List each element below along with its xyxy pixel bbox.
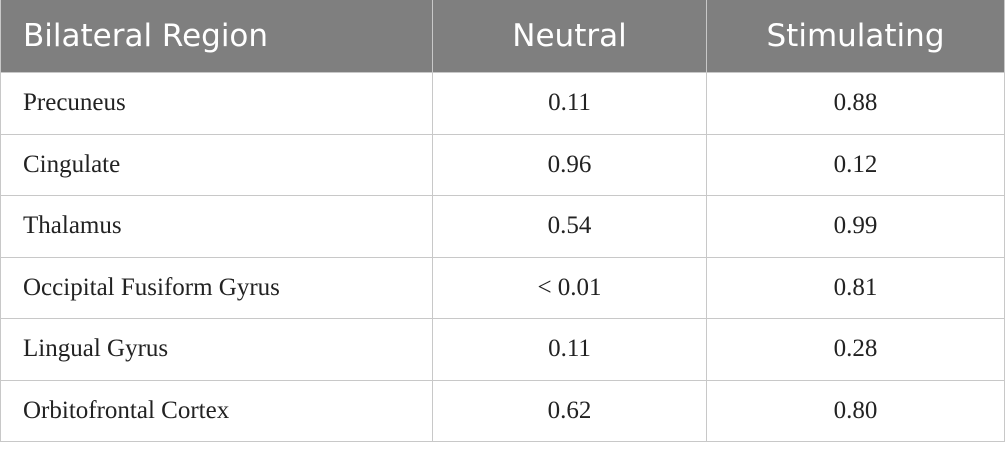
region-cell: Precuneus <box>0 72 433 135</box>
table-row: Orbitofrontal Cortex 0.62 0.80 <box>0 379 1005 442</box>
value-cell: < 0.01 <box>432 256 707 319</box>
table-body: Precuneus 0.11 0.88 Cingulate 0.96 0.12 Thalam… <box>0 72 1005 442</box>
value-cell: 0.99 <box>706 195 1005 258</box>
value-cell: 0.80 <box>706 379 1005 442</box>
data-table: Bilateral Region Neutral Stimulating Pre… <box>0 0 1005 442</box>
region-cell: Occipital Fusiform Gyrus <box>0 256 433 319</box>
table-row: Lingual Gyrus 0.11 0.28 <box>0 318 1005 381</box>
value-cell: 0.11 <box>432 318 707 381</box>
table-row: Thalamus 0.54 0.99 <box>0 195 1005 258</box>
value-cell: 0.54 <box>432 195 707 258</box>
value-cell: 0.62 <box>432 379 707 442</box>
table-row: Cingulate 0.96 0.12 <box>0 133 1005 196</box>
header-row: Bilateral Region Neutral Stimulating <box>0 0 1005 73</box>
region-cell: Lingual Gyrus <box>0 318 433 381</box>
column-header: Neutral <box>432 0 707 73</box>
region-cell: Orbitofrontal Cortex <box>0 379 433 442</box>
column-header: Stimulating <box>706 0 1005 73</box>
value-cell: 0.11 <box>432 72 707 135</box>
table-row: Precuneus 0.11 0.88 <box>0 72 1005 135</box>
value-cell: 0.81 <box>706 256 1005 319</box>
region-cell: Cingulate <box>0 133 433 196</box>
column-header: Bilateral Region <box>0 0 433 73</box>
value-cell: 0.96 <box>432 133 707 196</box>
value-cell: 0.28 <box>706 318 1005 381</box>
table-row: Occipital Fusiform Gyrus < 0.01 0.81 <box>0 256 1005 319</box>
value-cell: 0.88 <box>706 72 1005 135</box>
value-cell: 0.12 <box>706 133 1005 196</box>
region-cell: Thalamus <box>0 195 433 258</box>
